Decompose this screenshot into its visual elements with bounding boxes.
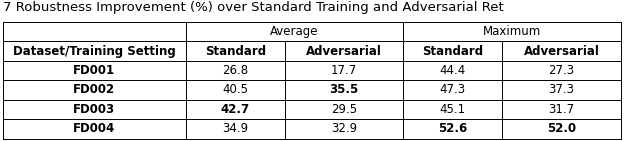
Text: 26.8: 26.8 (222, 64, 248, 77)
Text: Standard: Standard (422, 45, 483, 58)
Text: 45.1: 45.1 (440, 103, 466, 116)
Text: FD001: FD001 (74, 64, 115, 77)
Text: 34.9: 34.9 (222, 122, 248, 135)
Text: 52.6: 52.6 (438, 122, 467, 135)
Text: FD002: FD002 (74, 83, 115, 96)
Text: 17.7: 17.7 (331, 64, 357, 77)
Text: FD004: FD004 (73, 122, 116, 135)
Text: 37.3: 37.3 (548, 83, 575, 96)
Text: 31.7: 31.7 (548, 103, 575, 116)
Text: 44.4: 44.4 (440, 64, 466, 77)
Text: 40.5: 40.5 (222, 83, 248, 96)
Text: Standard: Standard (205, 45, 266, 58)
Text: Average: Average (270, 25, 319, 38)
Text: 27.3: 27.3 (548, 64, 575, 77)
Text: 32.9: 32.9 (331, 122, 357, 135)
Text: 42.7: 42.7 (221, 103, 250, 116)
Text: Adversarial: Adversarial (524, 45, 600, 58)
Text: 47.3: 47.3 (440, 83, 466, 96)
Text: 52.0: 52.0 (547, 122, 576, 135)
Text: 29.5: 29.5 (331, 103, 357, 116)
Text: FD003: FD003 (74, 103, 115, 116)
Text: 35.5: 35.5 (330, 83, 358, 96)
Text: Adversarial: Adversarial (306, 45, 382, 58)
Text: 7 Robustness Improvement (%) over Standard Training and Adversarial Ret: 7 Robustness Improvement (%) over Standa… (3, 1, 504, 14)
Text: Dataset/Training Setting: Dataset/Training Setting (13, 45, 176, 58)
Text: Maximum: Maximum (483, 25, 541, 38)
